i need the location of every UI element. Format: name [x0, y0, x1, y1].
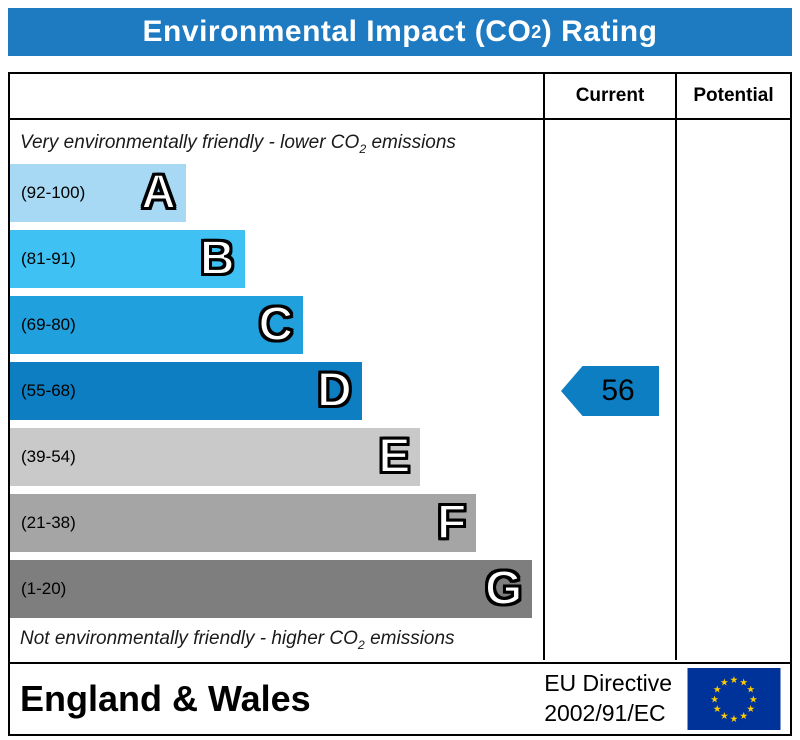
- svg-text:★: ★: [746, 685, 755, 696]
- svg-text:★: ★: [730, 675, 739, 686]
- band-c: (69-80) C: [10, 296, 304, 354]
- current-rating-arrow: 56: [561, 366, 659, 416]
- band-a-range: (92-100): [21, 183, 86, 202]
- band-c-letter: C: [257, 298, 294, 351]
- band-g-letter: G: [484, 562, 523, 615]
- band-f: (21-38) F: [10, 494, 477, 552]
- svg-text:★: ★: [713, 704, 722, 715]
- current-column-header: Current: [543, 74, 675, 118]
- eu-flag-field: [687, 668, 781, 730]
- band-e: (39-54) E: [10, 428, 421, 486]
- band-a: (92-100) A: [10, 164, 186, 222]
- svg-text:★: ★: [730, 714, 739, 725]
- current-value-cell: 56: [543, 120, 675, 660]
- band-f-range: (21-38): [21, 513, 76, 532]
- chart-footer: England & Wales EU Directive 2002/91/EC …: [8, 664, 792, 736]
- band-e-range: (39-54): [21, 447, 76, 466]
- chart-header-spacer: [10, 74, 543, 118]
- band-d-range: (55-68): [21, 381, 76, 400]
- table-body-row: Very environmentally friendly - lower CO…: [10, 120, 790, 660]
- band-d-letter: D: [316, 364, 353, 417]
- band-c-range: (69-80): [21, 315, 76, 334]
- top-note: Very environmentally friendly - lower CO…: [20, 132, 456, 156]
- svg-text:★: ★: [710, 694, 719, 705]
- band-a-letter: A: [140, 166, 177, 219]
- svg-text:★: ★: [739, 711, 748, 722]
- bottom-note: Not environmentally friendly - higher CO…: [20, 628, 455, 652]
- band-b: (81-91) B: [10, 230, 245, 288]
- potential-value-cell: [675, 120, 790, 660]
- svg-text:★: ★: [720, 711, 729, 722]
- band-g: (1-20) G: [10, 560, 533, 618]
- rating-bands: (92-100) A (81-91) B (69-80) C (55-68) D: [10, 164, 543, 626]
- band-b-letter: B: [199, 232, 236, 285]
- current-rating-value: 56: [601, 374, 635, 407]
- chart-title-text-end: ) Rating: [541, 15, 658, 48]
- svg-text:★: ★: [749, 694, 758, 705]
- eu-flag: ★ ★ ★ ★ ★ ★ ★ ★ ★ ★ ★ ★: [684, 668, 784, 730]
- svg-text:★: ★: [739, 678, 748, 689]
- rating-table: Current Potential Very environmentally f…: [8, 72, 792, 664]
- chart-title-bar: Environmental Impact (CO 2) Rating: [8, 8, 792, 56]
- band-e-letter: E: [377, 430, 411, 483]
- svg-text:★: ★: [720, 678, 729, 689]
- svg-text:★: ★: [713, 685, 722, 696]
- band-f-letter: F: [436, 496, 467, 549]
- chart-title-text: Environmental Impact (CO: [142, 15, 532, 48]
- band-d: (55-68) D: [10, 362, 362, 420]
- table-header-row: Current Potential: [10, 74, 790, 120]
- svg-text:★: ★: [746, 704, 755, 715]
- potential-column-header: Potential: [675, 74, 790, 118]
- region-label: England & Wales: [20, 678, 311, 719]
- bands-chart-area: Very environmentally friendly - lower CO…: [10, 120, 543, 660]
- band-g-range: (1-20): [21, 579, 67, 598]
- eu-directive-label: EU Directive 2002/91/EC: [544, 670, 672, 726]
- eu-flag-stars: ★ ★ ★ ★ ★ ★ ★ ★ ★ ★ ★ ★: [710, 675, 758, 725]
- band-b-range: (81-91): [21, 249, 76, 268]
